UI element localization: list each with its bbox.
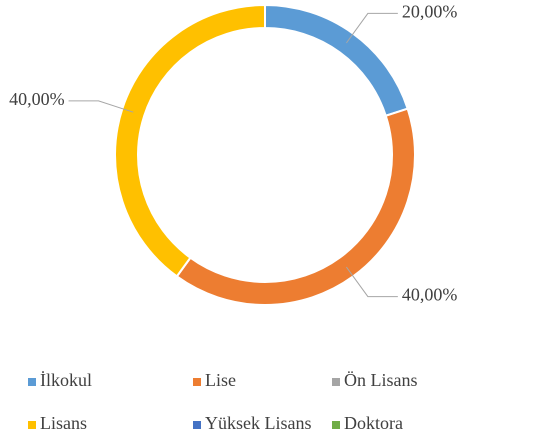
legend-swatch xyxy=(193,378,201,386)
legend-label: Yüksek Lisans xyxy=(205,413,312,433)
legend-swatch xyxy=(332,378,340,386)
legend-label: Doktora xyxy=(344,413,403,433)
legend-swatch xyxy=(28,421,36,429)
data-label: 20,00% xyxy=(402,2,458,22)
legend-swatch xyxy=(193,421,201,429)
legend-label: Lise xyxy=(205,370,236,390)
legend-swatch xyxy=(332,421,340,429)
legend-swatch xyxy=(28,378,36,386)
leader-line xyxy=(346,266,398,298)
data-label: 40,00% xyxy=(402,285,458,305)
leader-line xyxy=(68,100,134,113)
legend-label: Ön Lisans xyxy=(344,370,418,390)
donut-slice xyxy=(175,107,416,306)
legend-label: İlkokul xyxy=(40,370,92,390)
leader-line xyxy=(346,12,398,44)
donut-slice xyxy=(114,3,266,278)
data-label: 40,00% xyxy=(9,89,65,109)
donut-slice xyxy=(264,3,409,118)
legend-label: Lisans xyxy=(40,413,87,433)
